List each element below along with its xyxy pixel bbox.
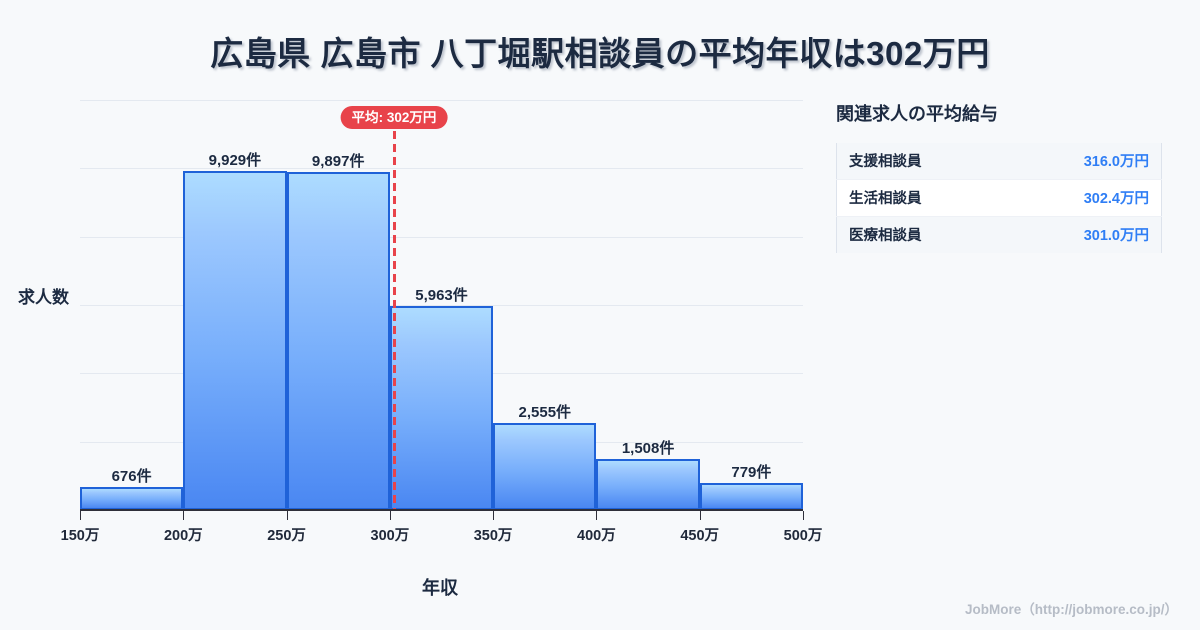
x-axis-tick-label: 150万 [60,528,100,544]
histogram-bar [596,458,700,510]
x-axis-tick [389,511,391,520]
x-axis-tick-label: 250万 [267,528,306,544]
y-axis-title: 求人数 [18,288,69,307]
x-axis-tick [596,511,598,520]
gridline [80,100,803,101]
mean-badge: 平均: 302万円 [340,106,448,129]
x-axis-tick-label: 450万 [680,528,720,544]
page-title: 広島県 広島市 八丁堀駅相談員の平均年収は302万円 [210,35,990,72]
x-axis-tick-label: 350万 [473,528,513,544]
job-name-cell: 医療相談員 [849,228,922,244]
x-axis-tick-label: 200万 [163,528,203,544]
gridline [80,236,803,238]
x-axis-tick-label: 300万 [370,528,410,544]
x-axis-tick [286,511,288,520]
bar-value-label: 5,963件 [415,287,468,305]
related-salary-panel: 関連求人の平均給与 支援相談員 316.0万円 生活相談員 302.4万円医療相談員 3… [836,100,1166,253]
x-axis-tick [183,511,185,520]
x-axis-tick [699,511,701,520]
job-salary-cell: 301.0万円 [1083,228,1149,244]
table-row: 生活相談員 302.4万円 [836,179,1162,217]
table-row: 医療相談員 301.0万円 [836,216,1162,253]
related-salary-table: 支援相談員 316.0万円 生活相談員 302.4万円医療相談員 301.0万円 [836,143,1162,253]
related-salary-title: 関連求人の平均給与 [836,104,998,124]
job-name-cell: 生活相談員 [836,179,1006,217]
histogram-bar [493,422,597,510]
job-name-cell: 支援相談員 [836,143,1006,180]
job-salary-cell: 302.4万円 [1005,179,1162,217]
x-axis-tick-label: 400万 [577,528,616,544]
histogram-bar [80,486,184,510]
bar-value-label: 2,555件 [518,403,572,421]
bar-value-label: 1,508件 [621,439,675,457]
x-axis-tick [80,511,81,520]
bar-value-label: 9,897件 [311,152,365,170]
x-axis-tick [493,511,495,520]
gridline [80,305,803,306]
bar-value-label: 779件 [731,464,772,482]
histogram-bar [286,171,390,510]
histogram-bar [389,306,494,510]
bar-value-label: 676件 [111,467,152,485]
gridline [80,168,803,170]
x-axis-tick-label: 500万 [783,528,823,544]
histogram-bar [183,170,287,510]
bar-value-label: 9,929件 [208,151,262,169]
histogram-chart: 676件 9,929件 9,897件 5,963件 2,555件 1,508件 779件 平… [18,100,823,598]
histogram-bar [699,483,803,510]
x-axis-tick [803,511,804,520]
x-axis-line [80,509,803,511]
footer-credit: JobMore（http://jobmore.co.jp/） [965,602,1178,617]
table-row: 支援相談員 316.0万円 [836,143,1162,180]
mean-line-marker [392,131,396,510]
x-axis-title: 年収 [422,578,458,598]
job-salary-cell: 316.0万円 [1005,143,1162,180]
